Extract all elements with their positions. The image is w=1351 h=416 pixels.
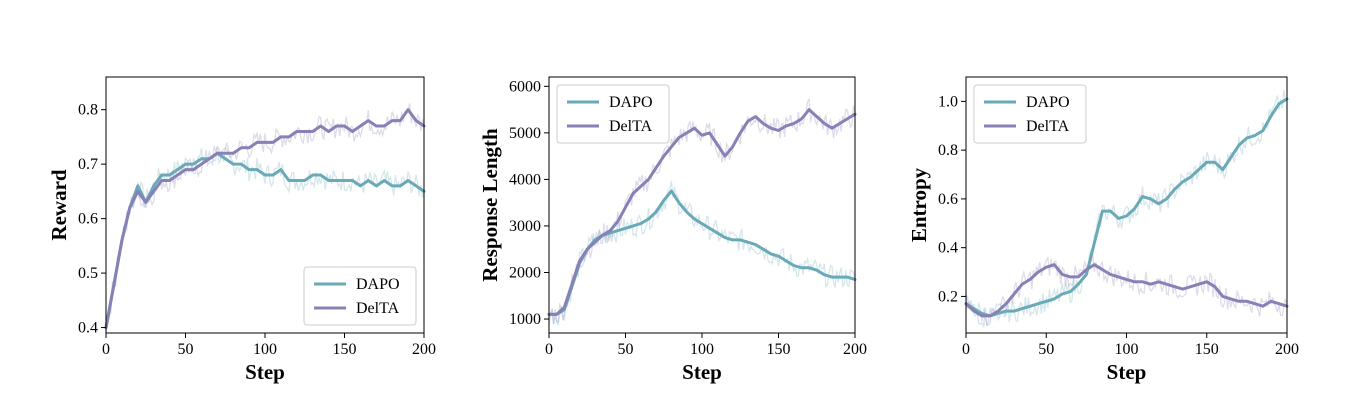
y-tick-label: 0.5	[78, 265, 98, 282]
chart-panel-reward: 0 50 100 150 200 0.4 0.5 0.6 0.7 0.8 Step Reward DAP…	[47, 76, 436, 384]
legend-box	[556, 84, 670, 144]
x-tick-label: 50	[618, 341, 634, 358]
series-line-dapo	[964, 97, 1289, 318]
x-tick-label: 150	[333, 341, 357, 358]
y-tick-label: 0.8	[938, 142, 958, 159]
x-tick-label: 200	[1275, 341, 1299, 358]
y-tick-label: 3000	[509, 218, 541, 235]
x-tick-label: 0	[545, 341, 553, 358]
series-line-dapo	[547, 189, 857, 316]
y-tick-label: 0.6	[78, 211, 98, 228]
series-line-dapo	[104, 151, 426, 330]
legend-label-delta: DelTA	[609, 118, 653, 135]
raw-trace-dapo	[965, 89, 1288, 327]
x-tick-label: 150	[1195, 341, 1219, 358]
legend-box	[303, 266, 417, 326]
x-tick-label: 0	[962, 341, 970, 358]
raw-trace-dapo	[105, 146, 425, 328]
legend-label-dapo: DAPO	[1026, 94, 1070, 111]
x-tick-label: 100	[1115, 341, 1139, 358]
x-tick-label: 200	[412, 341, 436, 358]
y-tick-label: 0.6	[938, 191, 958, 208]
x-tick-label: 100	[690, 341, 714, 358]
y-tick-label: 4000	[509, 171, 541, 188]
legend-label-dapo: DAPO	[609, 94, 653, 111]
y-tick-label: 6000	[509, 78, 541, 95]
series-line-delta	[964, 263, 1289, 318]
legend: DAPO DelTA	[973, 84, 1087, 144]
y-tick-label: 1.0	[938, 93, 958, 110]
legend: DAPO DelTA	[556, 84, 670, 144]
y-axis-label: Reward	[47, 169, 71, 240]
legend: DAPO DelTA	[303, 266, 417, 326]
raw-trace-dapo	[548, 180, 856, 326]
y-tick-label: 1000	[509, 311, 541, 328]
y-tick-label: 0.2	[938, 288, 958, 305]
legend-box	[973, 84, 1087, 144]
series-line-delta	[547, 108, 857, 316]
x-tick-label: 0	[102, 341, 110, 358]
x-axis-label: Step	[1107, 360, 1147, 384]
x-tick-label: 50	[178, 341, 194, 358]
x-tick-label: 200	[843, 341, 867, 358]
x-tick-label: 50	[1038, 341, 1054, 358]
legend-label-delta: DelTA	[1026, 118, 1070, 135]
series-line-delta	[104, 108, 426, 330]
y-tick-label: 0.4	[938, 240, 958, 257]
y-axis-label: Entropy	[907, 167, 931, 242]
x-axis-label: Step	[245, 360, 285, 384]
y-axis-label: Response Length	[478, 128, 502, 282]
y-tick-label: 2000	[509, 264, 541, 281]
legend-label-delta: DelTA	[356, 300, 400, 317]
y-tick-label: 0.7	[78, 156, 98, 173]
chart-panel-entropy: 0 50 100 150 200 0.2 0.4 0.6 0.8 1.0 Step Entropy DA…	[907, 76, 1299, 384]
x-tick-label: 100	[253, 341, 277, 358]
x-axis-label: Step	[682, 360, 722, 384]
y-tick-label: 0.4	[78, 320, 98, 337]
chart-panel-response-length: 0 50 100 150 200 1000 2000 3000 4000 5000 6000 Step…	[478, 76, 867, 384]
y-tick-label: 0.8	[78, 102, 98, 119]
raw-trace-delta	[965, 254, 1288, 329]
legend-label-dapo: DAPO	[356, 276, 400, 293]
y-tick-label: 5000	[509, 125, 541, 142]
x-tick-label: 150	[767, 341, 791, 358]
